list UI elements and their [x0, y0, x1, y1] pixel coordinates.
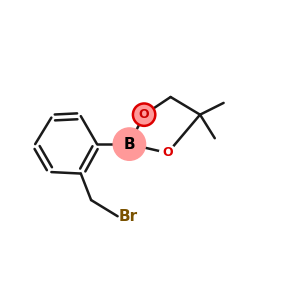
Text: Br: Br	[119, 209, 138, 224]
Circle shape	[159, 144, 176, 162]
Text: O: O	[162, 146, 173, 159]
Text: O: O	[139, 108, 149, 121]
Circle shape	[133, 103, 155, 126]
Circle shape	[113, 128, 146, 160]
Text: B: B	[124, 136, 135, 152]
